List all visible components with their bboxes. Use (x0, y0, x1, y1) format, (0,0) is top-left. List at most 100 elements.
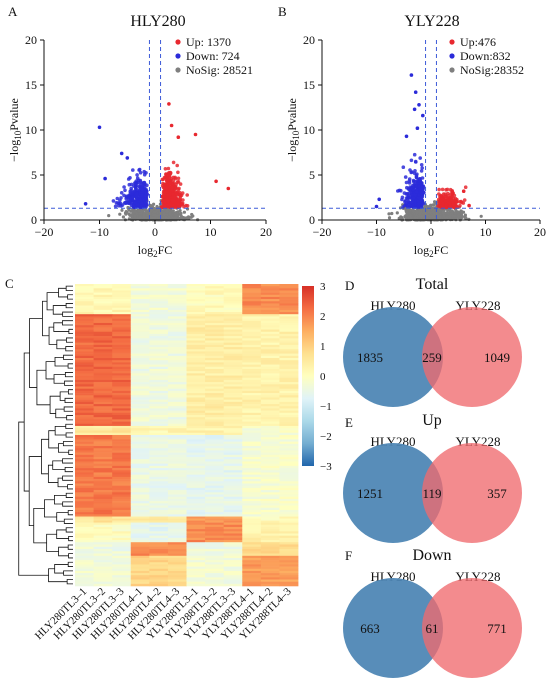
heatmap-cell (223, 526, 243, 530)
heatmap-cell (205, 564, 225, 567)
heatmap-cell (75, 551, 94, 554)
heatmap-cell (149, 505, 169, 509)
panel-label-e: E (345, 415, 353, 430)
heatmap-cell (223, 472, 243, 475)
dendrogram-branch (65, 432, 73, 438)
heatmap-cell (223, 299, 243, 302)
nosig-point (155, 214, 159, 218)
heatmap-cell (130, 384, 150, 387)
heatmap-cell (223, 540, 243, 543)
y-tick-label: 10 (303, 123, 315, 137)
dendrogram-branch (48, 568, 68, 583)
heatmap-cell (75, 446, 94, 449)
heatmap-cell (279, 485, 299, 489)
heatmap-cell (112, 448, 132, 451)
heatmap-cell (260, 479, 280, 482)
heatmap-cell (149, 439, 169, 442)
heatmap-cell (167, 564, 187, 567)
heatmap-cell (149, 531, 169, 534)
heatmap-cell (167, 425, 187, 429)
heatmap-cell (223, 564, 243, 567)
heatmap-cell (75, 452, 94, 456)
heatmap-cell (93, 512, 113, 515)
nosig-point (140, 209, 144, 213)
heatmap-cell (112, 507, 132, 511)
heatmap-cell (279, 446, 299, 449)
heatmap-cell (149, 577, 169, 580)
heatmap-cell (167, 520, 187, 523)
heatmap-cell (205, 344, 225, 348)
heatmap-cell (260, 501, 280, 504)
up-point (214, 179, 218, 184)
nosig-point (423, 204, 427, 208)
heatmap-cell (260, 305, 280, 309)
heatmap-cell (205, 474, 225, 478)
heatmap-cell (112, 562, 132, 565)
heatmap-cell (260, 379, 280, 383)
up-point (165, 177, 170, 181)
heatmap-cell (149, 379, 169, 383)
heatmap-cell (205, 542, 225, 545)
y-axis-label: −log10Pvalue (285, 98, 301, 162)
heatmap-cell (75, 331, 94, 335)
heatmap-cell (93, 450, 113, 453)
y-tick-label: 5 (309, 168, 315, 182)
heatmap-cell (149, 520, 169, 523)
heatmap-cell (75, 314, 94, 317)
heatmap-cell (205, 342, 225, 346)
heatmap-cell (149, 338, 169, 341)
heatmap-cell (242, 439, 262, 442)
heatmap-cell (93, 320, 113, 324)
heatmap-cell (186, 452, 206, 456)
heatmap-cell (260, 388, 280, 392)
heatmap-cell (279, 546, 299, 550)
dendrogram-branch (67, 544, 73, 550)
heatmap-cell (186, 362, 206, 365)
nosig-point (433, 216, 437, 220)
heatmap-cell (205, 520, 225, 523)
down-point (411, 188, 415, 192)
heatmap-cell (112, 325, 132, 328)
dendrogram-branch (65, 492, 73, 498)
heatmap-cell (75, 373, 94, 376)
heatmap-cell (93, 546, 113, 550)
heatmap-cell (260, 318, 280, 322)
down-point (140, 185, 144, 190)
nosig-point (409, 216, 413, 220)
heatmap-cell (93, 457, 113, 460)
up-point (175, 163, 179, 168)
heatmap-cell (279, 329, 299, 333)
heatmap-cell (279, 338, 299, 341)
heatmap-cell (149, 377, 169, 381)
heatmap-cell (75, 397, 94, 400)
dendrogram-branch (52, 460, 66, 470)
heatmap-cell (112, 468, 132, 471)
heatmap-cell (205, 329, 225, 333)
heatmap-cell (242, 485, 262, 489)
heatmap-cell (93, 430, 113, 434)
heatmap-cell (242, 421, 262, 425)
dendrogram-branch (49, 395, 61, 414)
heatmap-cell (149, 358, 169, 361)
heatmap-cell (205, 366, 225, 370)
heatmap-cell (242, 303, 262, 306)
heatmap-cell (279, 459, 299, 462)
heatmap-cell (186, 296, 206, 300)
heatmap-cell (223, 353, 243, 357)
legend-marker (449, 53, 455, 59)
heatmap-cell (260, 366, 280, 370)
heatmap-cell (223, 379, 243, 383)
heatmap-cell (149, 512, 169, 515)
heatmap-cell (205, 430, 225, 434)
heatmap-cell (167, 537, 187, 541)
heatmap-cell (223, 479, 243, 482)
heatmap-cell (130, 309, 150, 313)
heatmap-cell (112, 501, 132, 504)
heatmap-cell (112, 309, 132, 313)
nosig-point (182, 210, 186, 214)
heatmap-cell (223, 529, 243, 532)
heatmap-cell (205, 303, 225, 306)
heatmap-cell (112, 292, 132, 296)
heatmap-cell (279, 557, 299, 561)
heatmap-cell (223, 501, 243, 504)
